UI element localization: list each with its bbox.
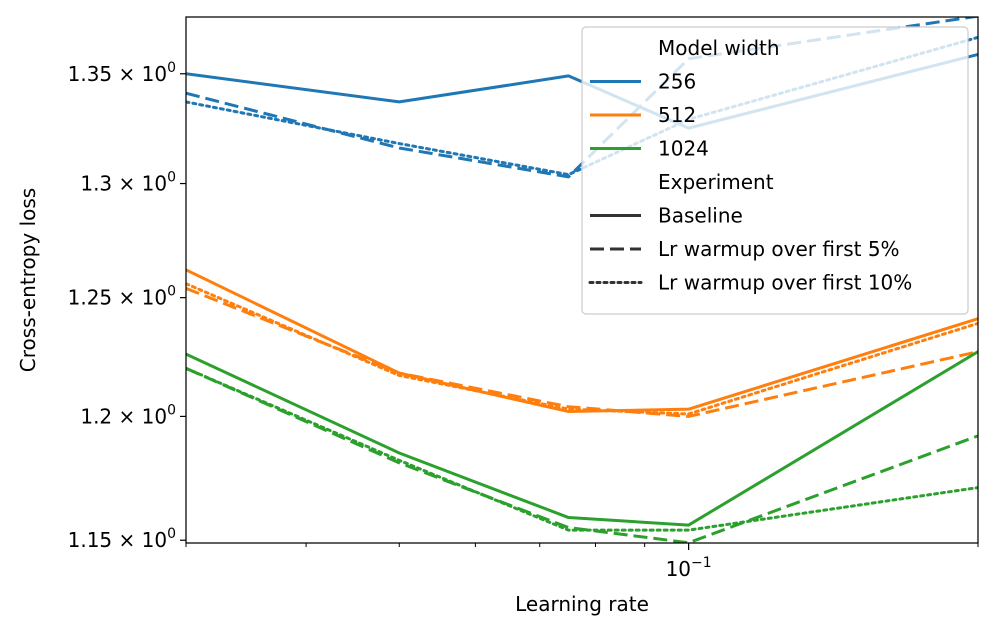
y-tick-label: 1.2 × 100 — [80, 402, 176, 428]
y-tick-label: 1.35 × 100 — [68, 60, 176, 86]
series-line-1024-solid — [186, 350, 978, 527]
y-tick-label-base: 1.15 × 10 — [68, 528, 167, 552]
legend-label-dashed: Lr warmup over first 5% — [658, 237, 900, 261]
legend-label-1024: 1024 — [658, 137, 709, 161]
y-tick-label-exponent: 0 — [167, 284, 176, 300]
y-tick-label-base: 1.2 × 10 — [80, 404, 167, 428]
y-tick-label-exponent: 0 — [167, 170, 176, 186]
legend-box — [581, 26, 969, 315]
legend-label-solid: Baseline — [658, 204, 743, 228]
legend-label-dotted: Lr warmup over first 10% — [658, 271, 912, 295]
y-tick-label: 1.15 × 100 — [68, 526, 176, 552]
y-tick-label-exponent: 0 — [167, 402, 176, 418]
legend: Model width 256 512 1024 Experiment Baseline L… — [581, 26, 969, 315]
series-line-512-dotted — [186, 282, 978, 416]
x-tick-label-base: 10 — [666, 557, 691, 581]
y-axis-label: Cross-entropy loss — [16, 188, 40, 372]
y-tick-label-base: 1.35 × 10 — [68, 62, 167, 86]
x-axis-label: Learning rate — [515, 592, 649, 616]
x-tick-label: 10−1 — [666, 555, 712, 581]
y-tick-label-base: 1.25 × 10 — [68, 286, 167, 310]
series-line-256-dashed — [186, 17, 978, 179]
y-tick-label: 1.25 × 100 — [68, 284, 176, 310]
legend-experiment-title: Experiment — [658, 170, 774, 194]
legend-label-256: 256 — [658, 70, 696, 94]
y-tick-label-exponent: 0 — [167, 526, 176, 542]
y-tick-label-base: 1.3 × 10 — [80, 172, 167, 196]
legend-label-512: 512 — [658, 103, 696, 127]
y-tick-label: 1.3 × 100 — [80, 170, 176, 196]
series-line-1024-dotted — [186, 366, 978, 532]
y-tick-label-exponent: 0 — [167, 60, 176, 76]
plot-frame — [185, 16, 979, 544]
legend-width-title: Model width — [658, 36, 780, 60]
series-line-512-solid — [186, 268, 978, 414]
x-tick-label-exponent: −1 — [691, 555, 712, 571]
